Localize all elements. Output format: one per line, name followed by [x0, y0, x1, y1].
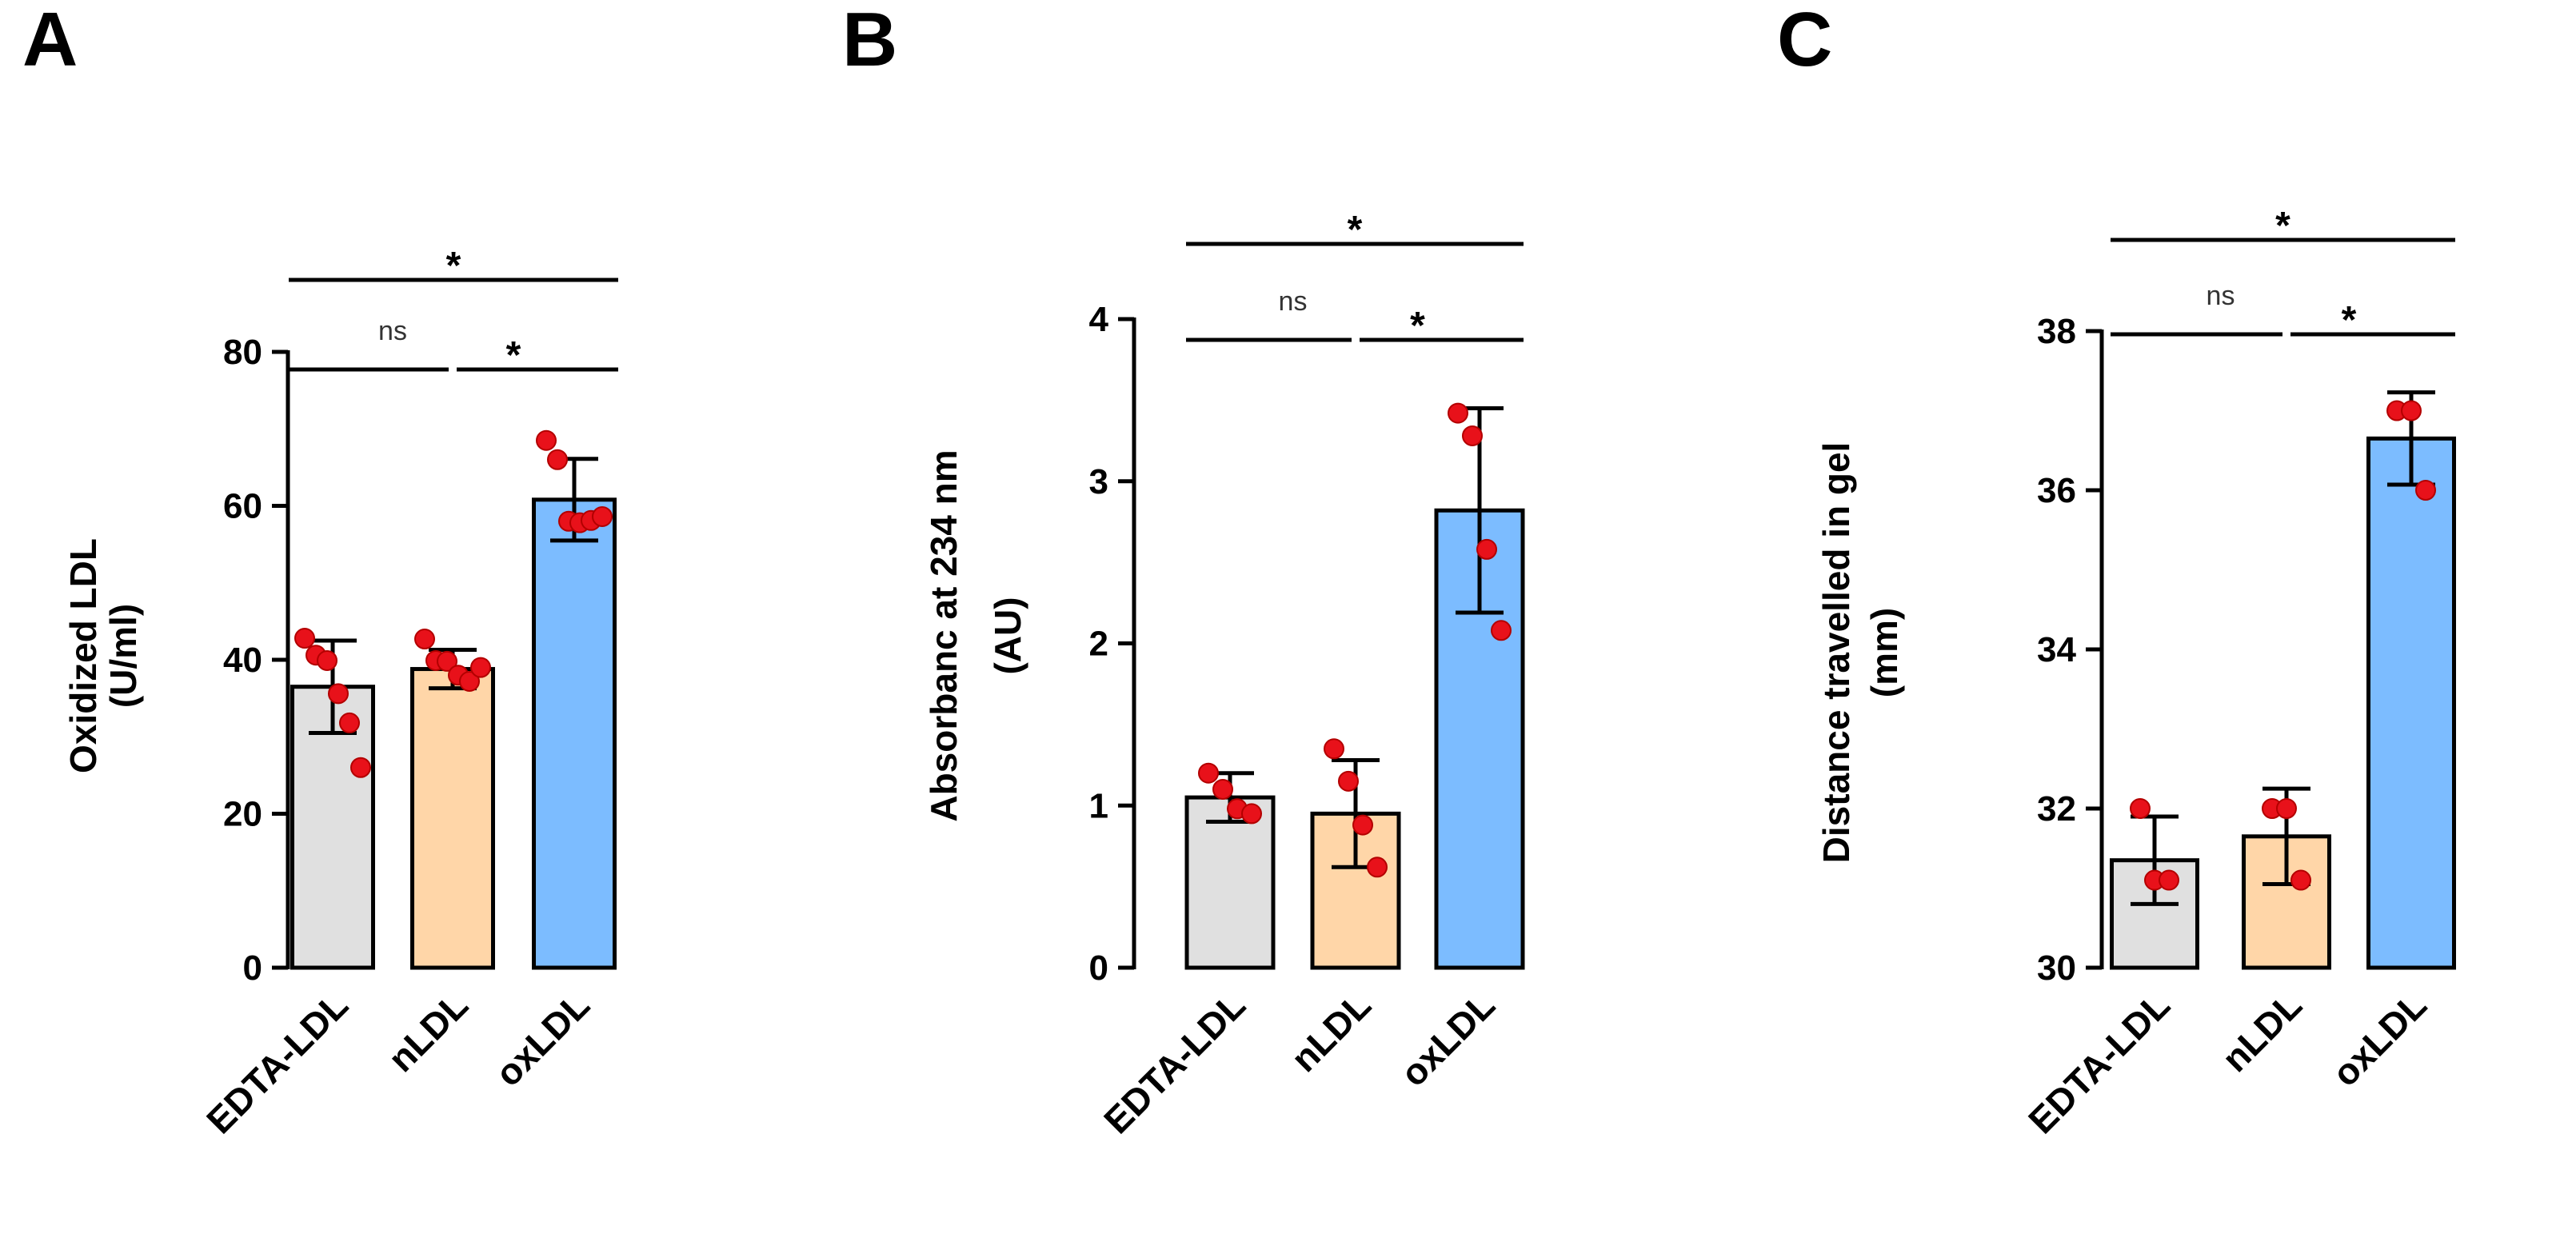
- panel-letter: A: [22, 0, 78, 82]
- significance-bracket: *: [2290, 299, 2455, 341]
- y-tick-label: 34: [2037, 630, 2076, 669]
- significance-bracket: *: [2111, 205, 2455, 247]
- y-tick-label: 30: [2037, 948, 2076, 988]
- significance-label: *: [2342, 299, 2357, 341]
- data-point: [414, 629, 435, 650]
- x-tick-label: EDTA-LDL: [198, 984, 356, 1141]
- significance-bracket: ns: [1186, 286, 1352, 342]
- data-point: [1491, 620, 1512, 641]
- data-point: [459, 670, 480, 692]
- data-point: [1241, 803, 1262, 825]
- x-tick-label: nLDL: [1283, 984, 1379, 1080]
- significance-label: *: [506, 334, 521, 377]
- data-point: [536, 429, 557, 451]
- data-point: [1448, 402, 1468, 424]
- data-point: [294, 628, 315, 649]
- bar-nldl: [410, 667, 495, 970]
- x-tick-label: EDTA-LDL: [1096, 984, 1253, 1141]
- significance-bracket: *: [457, 334, 618, 377]
- data-point: [350, 757, 371, 778]
- significance-label: ns: [2207, 281, 2235, 311]
- x-tick-label: oxLDL: [2324, 984, 2434, 1094]
- panel-letter: B: [842, 0, 897, 82]
- data-point: [1367, 857, 1388, 878]
- y-tick-label: 36: [2037, 471, 2076, 510]
- data-point: [1476, 538, 1497, 560]
- significance-label: *: [1348, 209, 1363, 251]
- x-tick-label: nLDL: [2214, 984, 2310, 1080]
- significance-bracket: *: [1360, 305, 1524, 347]
- data-point: [339, 712, 360, 733]
- data-point: [1462, 425, 1483, 446]
- data-point: [470, 657, 491, 678]
- bar-oxldl: [2366, 436, 2456, 970]
- x-tick-label: oxLDL: [1392, 984, 1503, 1094]
- y-tick-label: 80: [223, 333, 262, 372]
- y-tick-label: 3: [1089, 462, 1108, 501]
- x-tick-label: oxLDL: [487, 984, 597, 1094]
- chart-panel-b: B Absorbanc at 234 nm (AU) 0 1 2 3 4 EDTA-LDL nLD…: [842, 0, 1525, 1141]
- y-tick-label: 1: [1089, 786, 1108, 825]
- y-tick-label: 38: [2037, 312, 2076, 351]
- y-tick-label: 32: [2037, 789, 2076, 829]
- y-tick-label: 0: [1089, 948, 1108, 988]
- x-tick-label: nLDL: [380, 984, 476, 1080]
- data-point: [547, 449, 568, 470]
- significance-label: ns: [378, 316, 407, 346]
- significance-label: *: [446, 245, 461, 287]
- significance-label: *: [2275, 205, 2290, 247]
- significance-label: ns: [1279, 286, 1308, 317]
- significance-bracket: ns: [289, 316, 449, 372]
- y-tick-label: 60: [223, 487, 262, 526]
- data-point: [2130, 798, 2151, 819]
- data-point: [1338, 770, 1359, 792]
- x-tick-label: EDTA-LDL: [2020, 984, 2178, 1141]
- significance-label: *: [1410, 305, 1425, 347]
- data-point: [1198, 762, 1219, 784]
- data-point: [2290, 869, 2311, 891]
- data-point: [1324, 738, 1344, 760]
- data-point: [437, 650, 457, 672]
- y-axis-label: (mm): [1863, 608, 1905, 697]
- y-axis-label: Distance travelled in gel: [1815, 442, 1857, 864]
- panel-letter: C: [1777, 0, 1832, 82]
- data-point: [2401, 400, 2422, 421]
- data-point: [328, 683, 349, 705]
- chart-panel-c: C Distance travelled in gel (mm) 30 32 34 36 38…: [1777, 0, 2456, 1141]
- data-point: [1352, 814, 1373, 836]
- bar-edta-ldl: [1184, 795, 1276, 970]
- significance-bracket: *: [1186, 209, 1524, 251]
- significance-bracket: *: [289, 245, 618, 287]
- significance-bracket: ns: [2111, 281, 2282, 337]
- y-tick-label: 4: [1089, 300, 1109, 339]
- y-axis-label: Oxidized LDL: [62, 538, 104, 773]
- y-axis-label: Absorbanc at 234 nm: [923, 449, 965, 821]
- y-tick-label: 40: [223, 641, 262, 680]
- data-point: [317, 649, 337, 671]
- y-axis-label: (AU): [987, 597, 1028, 674]
- data-point: [2159, 869, 2179, 891]
- data-point: [592, 505, 613, 527]
- data-point: [1212, 778, 1233, 800]
- chart-panel-a: A Oxidized LDL(U/ml) 0 20 40 60 80 EDTA-LDL nLDL…: [22, 0, 618, 1141]
- bar-oxldl: [532, 497, 617, 970]
- data-point: [2415, 480, 2436, 501]
- y-axis-label: (U/ml): [102, 604, 144, 708]
- y-tick-label: 0: [243, 948, 262, 988]
- y-tick-label: 20: [223, 795, 262, 834]
- data-point: [2276, 798, 2297, 819]
- y-tick-label: 2: [1089, 625, 1108, 664]
